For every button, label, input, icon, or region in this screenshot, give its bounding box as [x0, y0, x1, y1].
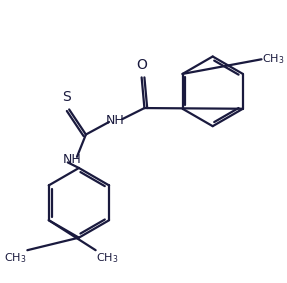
Text: NH: NH	[63, 153, 81, 166]
Text: CH$_3$: CH$_3$	[262, 52, 285, 66]
Text: S: S	[63, 90, 71, 104]
Text: NH: NH	[106, 114, 125, 127]
Text: CH$_3$: CH$_3$	[4, 251, 26, 265]
Text: CH$_3$: CH$_3$	[96, 251, 119, 265]
Text: O: O	[136, 58, 147, 72]
